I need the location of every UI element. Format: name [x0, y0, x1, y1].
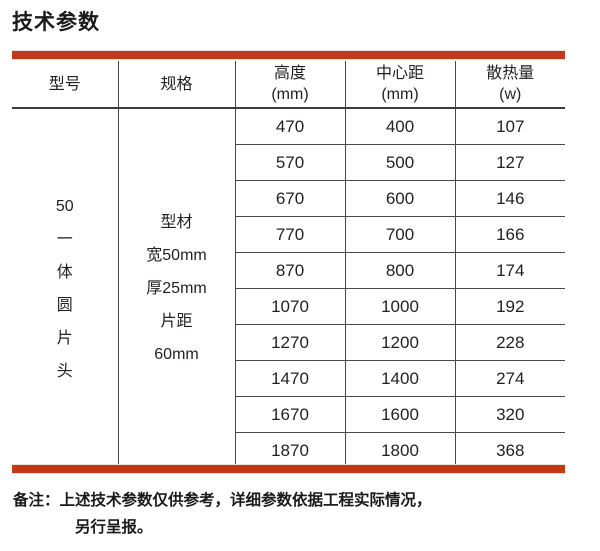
spec-line: 60mm — [154, 346, 199, 363]
table-row: 670 600 146 — [12, 180, 565, 217]
cell-height: 770 — [235, 216, 346, 253]
table-body: 50 一 体 圆 片 头 型材 宽50mm 厚25mm 片距 60mm 4 — [12, 108, 565, 470]
table-row: 1870 1800 368 — [12, 432, 565, 470]
cell-center-distance: 1000 — [345, 288, 456, 325]
column-header-model-label: 型号 — [48, 75, 81, 93]
model-cell: 50 一 体 圆 片 头 — [12, 108, 119, 470]
cell-heat-output: 320 — [455, 396, 565, 433]
cell-height: 670 — [235, 180, 346, 217]
column-header-spec: 规格 — [118, 61, 236, 109]
cell-heat-output: 166 — [455, 216, 565, 253]
column-header-spec-label: 规格 — [160, 75, 193, 93]
column-header-height: 高度 (mm) — [235, 61, 346, 109]
model-char: 一 — [56, 230, 73, 248]
spec-line: 片距 — [160, 313, 193, 330]
cell-center-distance: 500 — [345, 144, 456, 181]
column-header-model: 型号 — [12, 61, 119, 109]
table-row: 1670 1600 320 — [12, 396, 565, 433]
cell-heat-output: 368 — [455, 432, 565, 470]
column-header-center-distance-label: 中心距 — [375, 65, 424, 82]
table-row: 870 800 174 — [12, 252, 565, 289]
spec-cell: 型材 宽50mm 厚25mm 片距 60mm — [118, 108, 236, 470]
column-header-heat-output: 散热量 (w) — [455, 61, 565, 109]
cell-height: 1070 — [235, 288, 346, 325]
model-char: 头 — [56, 362, 73, 380]
page-title: 技术参数 — [12, 11, 100, 34]
cell-center-distance: 400 — [345, 108, 456, 145]
cell-height: 1270 — [235, 324, 346, 361]
footnote-line-1: 备注：上述技术参数仅供参考，详细参数依据工程实际情况， — [13, 492, 432, 509]
column-header-height-unit: (mm) — [271, 86, 309, 103]
table-header-row: 型号 规格 高度 (mm) 中心距 (mm) 散热量 ( — [12, 61, 565, 109]
cell-center-distance: 1400 — [345, 360, 456, 397]
table-row: 1470 1400 274 — [12, 360, 565, 397]
table-row: 1270 1200 228 — [12, 324, 565, 361]
column-header-heat-output-label: 散热量 — [486, 65, 535, 82]
model-char: 50 — [55, 197, 74, 215]
cell-height: 470 — [235, 108, 346, 145]
cell-height: 1670 — [235, 396, 346, 433]
cell-center-distance: 600 — [345, 180, 456, 217]
cell-height: 570 — [235, 144, 346, 181]
cell-center-distance: 1800 — [345, 432, 456, 470]
footnote-line-2: 另行呈报。 — [75, 519, 153, 536]
cell-center-distance: 1200 — [345, 324, 456, 361]
cell-heat-output: 127 — [455, 144, 565, 181]
spec-table-container: 型号 规格 高度 (mm) 中心距 (mm) 散热量 ( — [12, 61, 565, 470]
cell-heat-output: 146 — [455, 180, 565, 217]
spec-line: 型材 — [160, 214, 193, 231]
cell-heat-output: 274 — [455, 360, 565, 397]
top-accent-rule — [12, 50, 565, 60]
cell-heat-output: 174 — [455, 252, 565, 289]
spec-line: 宽50mm — [146, 247, 207, 264]
model-char: 圆 — [56, 296, 73, 314]
model-char: 体 — [56, 263, 73, 281]
cell-heat-output: 192 — [455, 288, 565, 325]
table-row: 570 500 127 — [12, 144, 565, 181]
table-row: 770 700 166 — [12, 216, 565, 253]
table-row: 50 一 体 圆 片 头 型材 宽50mm 厚25mm 片距 60mm 4 — [12, 108, 565, 470]
cell-center-distance: 1600 — [345, 396, 456, 433]
spec-table: 型号 规格 高度 (mm) 中心距 (mm) 散热量 ( — [12, 61, 565, 470]
bottom-accent-rule — [12, 464, 565, 474]
cell-heat-output: 107 — [455, 108, 565, 145]
cell-center-distance: 800 — [345, 252, 456, 289]
column-header-center-distance: 中心距 (mm) — [345, 61, 456, 109]
cell-height: 1470 — [235, 360, 346, 397]
footnote: 备注：上述技术参数仅供参考，详细参数依据工程实际情况， 另行呈报。 — [13, 487, 588, 541]
cell-heat-output: 228 — [455, 324, 565, 361]
cell-height: 870 — [235, 252, 346, 289]
model-char: 片 — [56, 329, 73, 347]
cell-center-distance: 700 — [345, 216, 456, 253]
spec-line: 厚25mm — [146, 280, 207, 297]
table-row: 1070 1000 192 — [12, 288, 565, 325]
column-header-heat-output-unit: (w) — [499, 86, 522, 103]
column-header-height-label: 高度 — [273, 65, 306, 82]
column-header-center-distance-unit: (mm) — [381, 86, 419, 103]
